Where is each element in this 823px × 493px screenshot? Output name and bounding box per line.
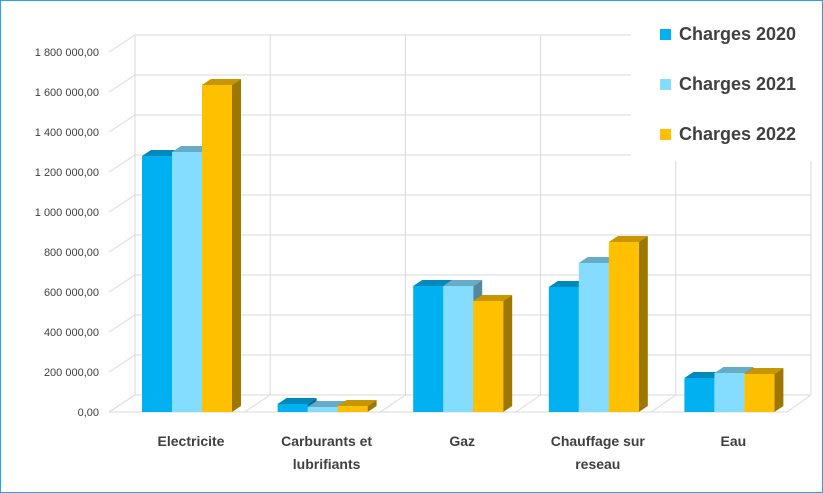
x-tick-label: Carburants et lubrifiants (281, 433, 372, 472)
floor-divider (379, 394, 406, 413)
y-tick-label: 1 400 000,00 (35, 127, 99, 139)
bar-front (172, 152, 202, 412)
legend-swatch (660, 129, 671, 140)
bar (202, 79, 241, 412)
bar-top (142, 150, 181, 156)
bar-front (578, 263, 609, 412)
bar-top (277, 398, 317, 404)
bar-front (548, 287, 579, 412)
x-tick-label-line: Gaz (449, 433, 475, 449)
bar-front (413, 286, 444, 412)
bar-top (413, 280, 453, 286)
bar-side (503, 295, 513, 412)
gridline-side (108, 114, 136, 133)
y-tick-label: 1 000 000,00 (35, 207, 99, 219)
bar (744, 368, 784, 412)
legend-swatch (660, 79, 671, 90)
gridline-side (108, 74, 136, 93)
bar-top (744, 368, 784, 374)
legend-label: Charges 2020 (679, 24, 796, 44)
floor-divider (786, 394, 812, 413)
bar-top (443, 280, 483, 286)
y-tick-label: 1 600 000,00 (35, 87, 99, 99)
x-tick-label-line: Carburants et (281, 433, 372, 449)
bar-top (473, 295, 513, 301)
x-tick-label: Eau (721, 433, 747, 449)
legend-swatch (660, 29, 671, 40)
x-tick-label: Electricite (158, 433, 225, 449)
bar-front (307, 407, 338, 412)
y-tick-label: 200 000,00 (44, 367, 99, 379)
bar-top (337, 400, 377, 406)
floor-divider (244, 394, 271, 413)
x-axis: Electricite Carburants et lubrifiants Gaz Ch… (158, 433, 747, 472)
x-tick-label-line: reseau (575, 456, 620, 472)
y-axis: 0,00 200 000,00 400 000,00 600 000,00 800 00… (35, 47, 99, 419)
bar-side (638, 236, 648, 412)
y-tick-label: 0,00 (78, 407, 99, 419)
bar-top (172, 146, 211, 152)
bar (473, 295, 513, 412)
bar-front (277, 404, 308, 412)
bar-top (578, 257, 618, 263)
x-tick-label-line: Electricite (158, 433, 225, 449)
gridline-side (108, 234, 136, 253)
bar-front (142, 156, 172, 412)
x-tick-label-line: Eau (721, 433, 747, 449)
bar-front (202, 85, 232, 412)
legend-label: Charges 2021 (679, 74, 796, 94)
legend-label: Charges 2022 (679, 124, 796, 144)
gridline-side (108, 314, 136, 333)
bar-front (714, 373, 745, 412)
bar-front (443, 286, 474, 412)
bar-top (307, 401, 347, 407)
bars (142, 79, 784, 412)
bar (337, 400, 377, 412)
bar-top (202, 79, 241, 85)
gridline-side (108, 354, 136, 373)
bar-top (684, 372, 724, 378)
y-tick-label: 1 200 000,00 (35, 167, 99, 179)
y-tick-label: 600 000,00 (44, 287, 99, 299)
bar-front (608, 242, 639, 412)
legend: Charges 2020 Charges 2021 Charges 2022 (631, 11, 819, 161)
bar-front (337, 406, 368, 412)
bar-top (714, 367, 754, 373)
bar-front (744, 374, 775, 412)
y-tick-label: 400 000,00 (44, 327, 99, 339)
x-tick-label: Chauffage sur reseau (551, 433, 646, 472)
bar-side (774, 368, 784, 412)
x-tick-label: Gaz (449, 433, 475, 449)
gridline-side (108, 274, 136, 293)
bar-top (608, 236, 648, 242)
floor-divider (651, 394, 677, 413)
y-tick-label: 800 000,00 (44, 247, 99, 259)
bar-side (232, 79, 241, 412)
floor-divider (108, 394, 136, 413)
gridline-side (108, 194, 136, 213)
bar-front (684, 378, 715, 412)
gridline-side (108, 34, 136, 53)
bar-top (548, 281, 588, 287)
bar (608, 236, 648, 412)
bar-front (473, 301, 504, 412)
y-tick-label: 1 800 000,00 (35, 47, 99, 59)
x-tick-label-line: lubrifiants (293, 456, 361, 472)
bar-side (367, 400, 377, 412)
x-tick-label-line: Chauffage sur (551, 433, 646, 449)
gridline-side (108, 154, 136, 173)
floor-divider (515, 394, 541, 413)
